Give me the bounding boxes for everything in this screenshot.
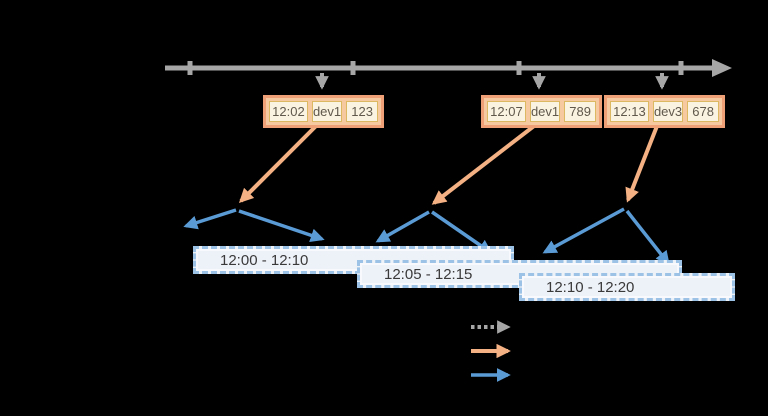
event-record-2: 12:07 dev1 789	[481, 95, 602, 128]
window-assign-arrow-2b	[431, 210, 493, 254]
window-assign-arrow-3a	[542, 207, 625, 254]
event-time-arrow-2	[431, 124, 536, 205]
window-assign-arrow-2a	[375, 210, 430, 243]
window-1210-1220: 12:10 - 12:20	[519, 273, 735, 301]
event-record-1: 12:02 dev1 123	[263, 95, 384, 128]
event-timestamp: 12:02	[269, 101, 308, 122]
event-device: dev3	[652, 101, 684, 122]
event-time-arrow-1	[238, 124, 318, 204]
window-label: 12:05 - 12:15	[384, 265, 473, 283]
window-assign-arrow-3b	[625, 209, 670, 266]
window-assign-arrow-1a	[183, 208, 237, 230]
legend	[471, 320, 511, 382]
event-device: dev1	[529, 101, 561, 122]
event-value: 678	[687, 101, 719, 122]
event-value: 789	[564, 101, 596, 122]
event-timestamp: 12:07	[487, 101, 526, 122]
time-axis	[165, 59, 732, 77]
event-record-3: 12:13 dev3 678	[604, 95, 725, 128]
time-axis-arrowhead-icon	[712, 59, 732, 77]
event-timestamp: 12:13	[610, 101, 649, 122]
window-label: 12:00 - 12:10	[220, 251, 309, 269]
window-assign-arrow-1b	[238, 209, 325, 243]
event-value: 123	[346, 101, 378, 122]
event-device: dev1	[311, 101, 343, 122]
window-label: 12:10 - 12:20	[546, 278, 635, 296]
event-time-arrow-3	[625, 125, 659, 203]
